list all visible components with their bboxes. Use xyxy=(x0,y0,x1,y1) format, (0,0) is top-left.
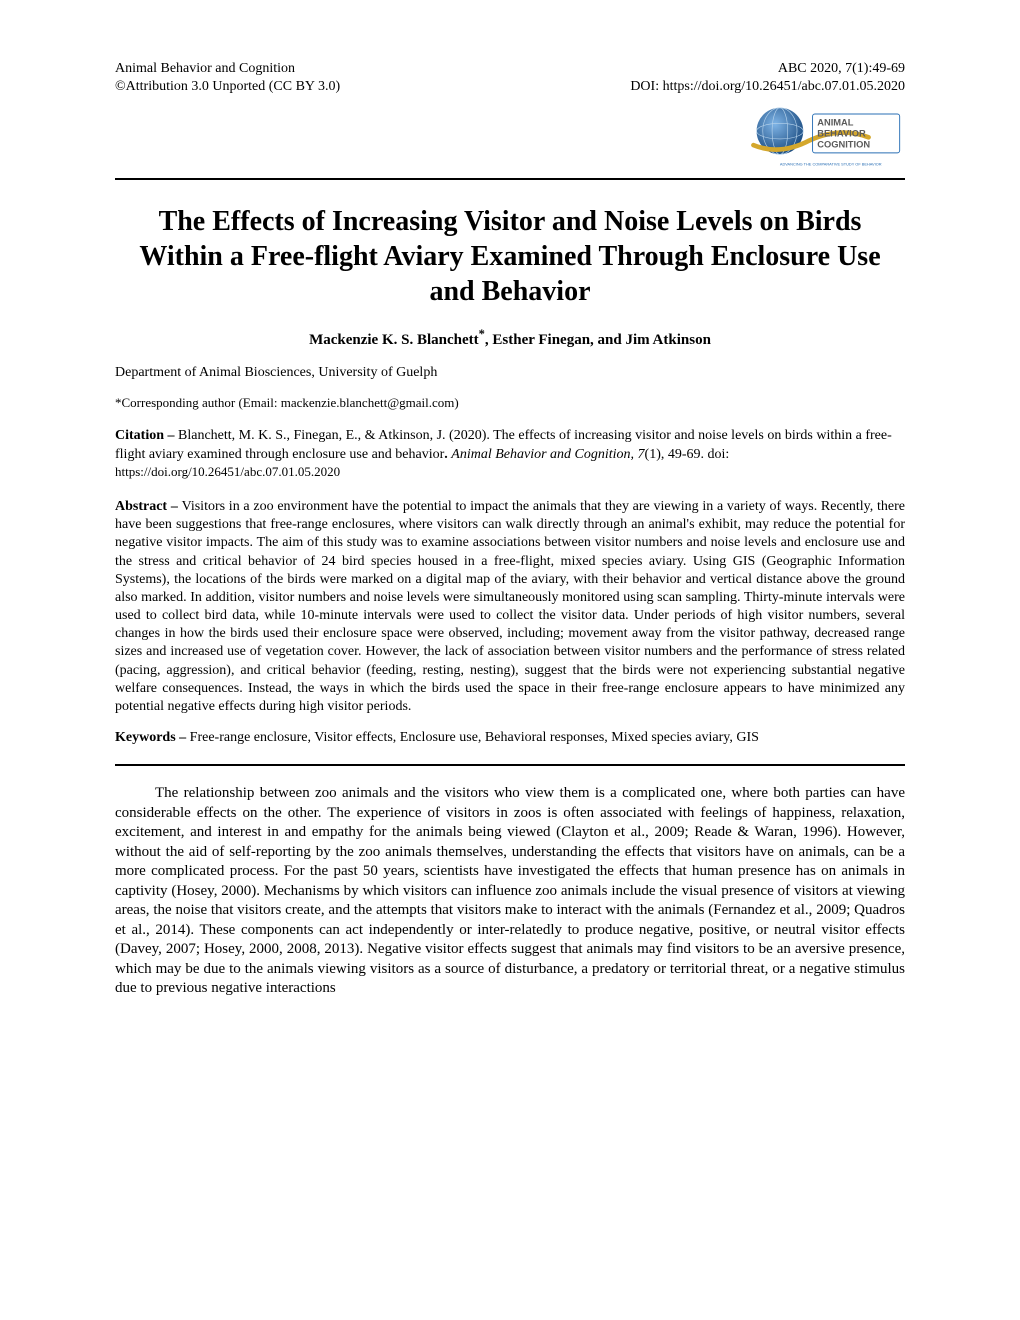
page-container: Animal Behavior and Cognition ©Attributi… xyxy=(0,0,1020,1059)
copyright: ©Attribution 3.0 Unported (CC BY 3.0) xyxy=(115,78,340,96)
header-left: Animal Behavior and Cognition ©Attributi… xyxy=(115,60,340,96)
svg-text:ANIMAL: ANIMAL xyxy=(817,118,854,128)
issue-ref: ABC 2020, 7(1):49-69 xyxy=(630,60,905,78)
doi-label: DOI: https://doi.org/10.26451/abc.07.01.… xyxy=(630,78,905,96)
header-row: Animal Behavior and Cognition ©Attributi… xyxy=(115,60,905,96)
corresponding-author: *Corresponding author (Email: mackenzie.… xyxy=(115,395,905,411)
logo-row: ANIMAL BEHAVIOR COGNITION ADVANCING THE … xyxy=(115,100,905,170)
citation-label: Citation – xyxy=(115,428,178,443)
body-paragraph: The relationship between zoo animals and… xyxy=(115,784,905,999)
abstract-block: Abstract – Visitors in a zoo environment… xyxy=(115,498,905,716)
mid-divider xyxy=(115,764,905,766)
citation-block: Citation – Blanchett, M. K. S., Finegan,… xyxy=(115,427,905,482)
keywords-label: Keywords – xyxy=(115,730,190,745)
affiliation: Department of Animal Biosciences, Univer… xyxy=(115,365,905,381)
citation-doi: https://doi.org/10.26451/abc.07.01.05.20… xyxy=(115,464,340,479)
citation-italic: Animal Behavior and Cognition, 7 xyxy=(451,447,644,462)
journal-name: Animal Behavior and Cognition xyxy=(115,60,340,78)
abstract-text: Visitors in a zoo environment have the p… xyxy=(115,499,905,714)
journal-logo-icon: ANIMAL BEHAVIOR COGNITION ADVANCING THE … xyxy=(745,100,905,170)
abstract-label: Abstract – xyxy=(115,499,182,514)
authors: Mackenzie K. S. Blanchett*, Esther Fineg… xyxy=(115,327,905,349)
header-right: ABC 2020, 7(1):49-69 DOI: https://doi.or… xyxy=(630,60,905,96)
svg-text:BEHAVIOR: BEHAVIOR xyxy=(817,129,866,139)
svg-text:ADVANCING THE COMPARATIVE STUD: ADVANCING THE COMPARATIVE STUDY OF BEHAV… xyxy=(780,162,882,167)
top-divider xyxy=(115,178,905,180)
article-title: The Effects of Increasing Visitor and No… xyxy=(115,204,905,309)
keywords-text: Free-range enclosure, Visitor effects, E… xyxy=(190,730,759,745)
citation-text-2: (1), 49-69. doi: xyxy=(645,447,730,462)
keywords-block: Keywords – Free-range enclosure, Visitor… xyxy=(115,730,905,746)
svg-text:COGNITION: COGNITION xyxy=(817,140,870,150)
